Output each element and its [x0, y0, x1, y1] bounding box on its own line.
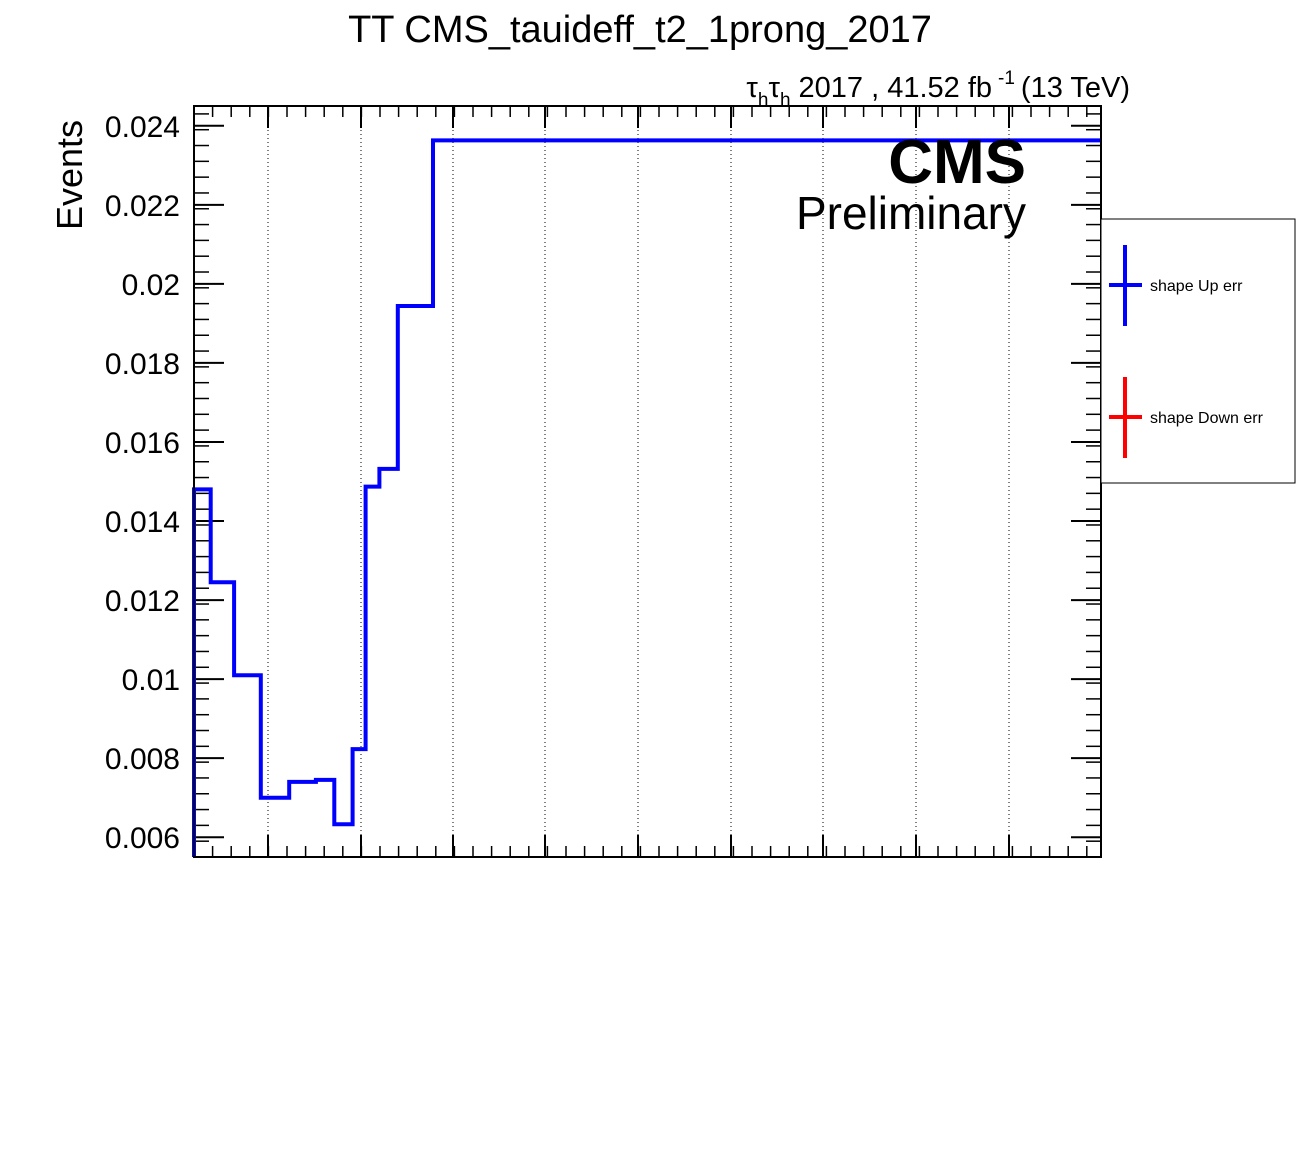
legend-label-up: shape Up err — [1150, 278, 1243, 295]
subtitle-energy: (13 TeV) — [1021, 72, 1130, 104]
y-tick-label: 0.024 — [105, 111, 180, 144]
legend: shape Up err shape Down err — [1100, 218, 1296, 484]
y-tick-label: 0.014 — [105, 506, 180, 539]
subtitle-sub-2: h — [780, 90, 791, 111]
axis-ticks — [194, 106, 1101, 858]
y-tick-label: 0.006 — [105, 822, 180, 855]
subtitle-tau-1: τ — [746, 72, 758, 104]
subtitle-year-lumi: 2017 , 41.52 fb — [799, 72, 993, 104]
y-tick-label: 0.02 — [122, 269, 180, 302]
subtitle-tau-2: τ — [768, 72, 780, 104]
series-shape-up-err — [192, 138, 1101, 857]
y-axis-label: Events — [49, 120, 90, 230]
subtitle-lumi-exponent: -1 — [998, 68, 1015, 89]
y-tick-label: 0.018 — [105, 348, 180, 381]
y-tick-label: 0.008 — [105, 743, 180, 776]
legend-marker-up — [1109, 245, 1142, 326]
legend-label-down: shape Down err — [1150, 410, 1264, 427]
y-tick-label: 0.012 — [105, 585, 180, 618]
y-tick-label: 0.022 — [105, 190, 180, 223]
y-tick-labels: 0.006 0.008 0.01 0.012 0.014 0.016 0.018 0.02 0.… — [105, 111, 180, 855]
cms-label: CMS — [888, 128, 1026, 197]
chart-title: TT CMS_tauideff_t2_1prong_2017 — [348, 9, 932, 51]
legend-box — [1100, 218, 1296, 484]
chart-subtitle: τhτh 2017 , 41.52 fb -1 (13 TeV) — [746, 68, 1130, 111]
y-tick-label: 0.01 — [122, 664, 180, 697]
subtitle-sub-1: h — [758, 90, 769, 111]
legend-marker-down — [1109, 377, 1142, 458]
y-tick-label: 0.016 — [105, 427, 180, 460]
preliminary-label: Preliminary — [796, 187, 1026, 239]
